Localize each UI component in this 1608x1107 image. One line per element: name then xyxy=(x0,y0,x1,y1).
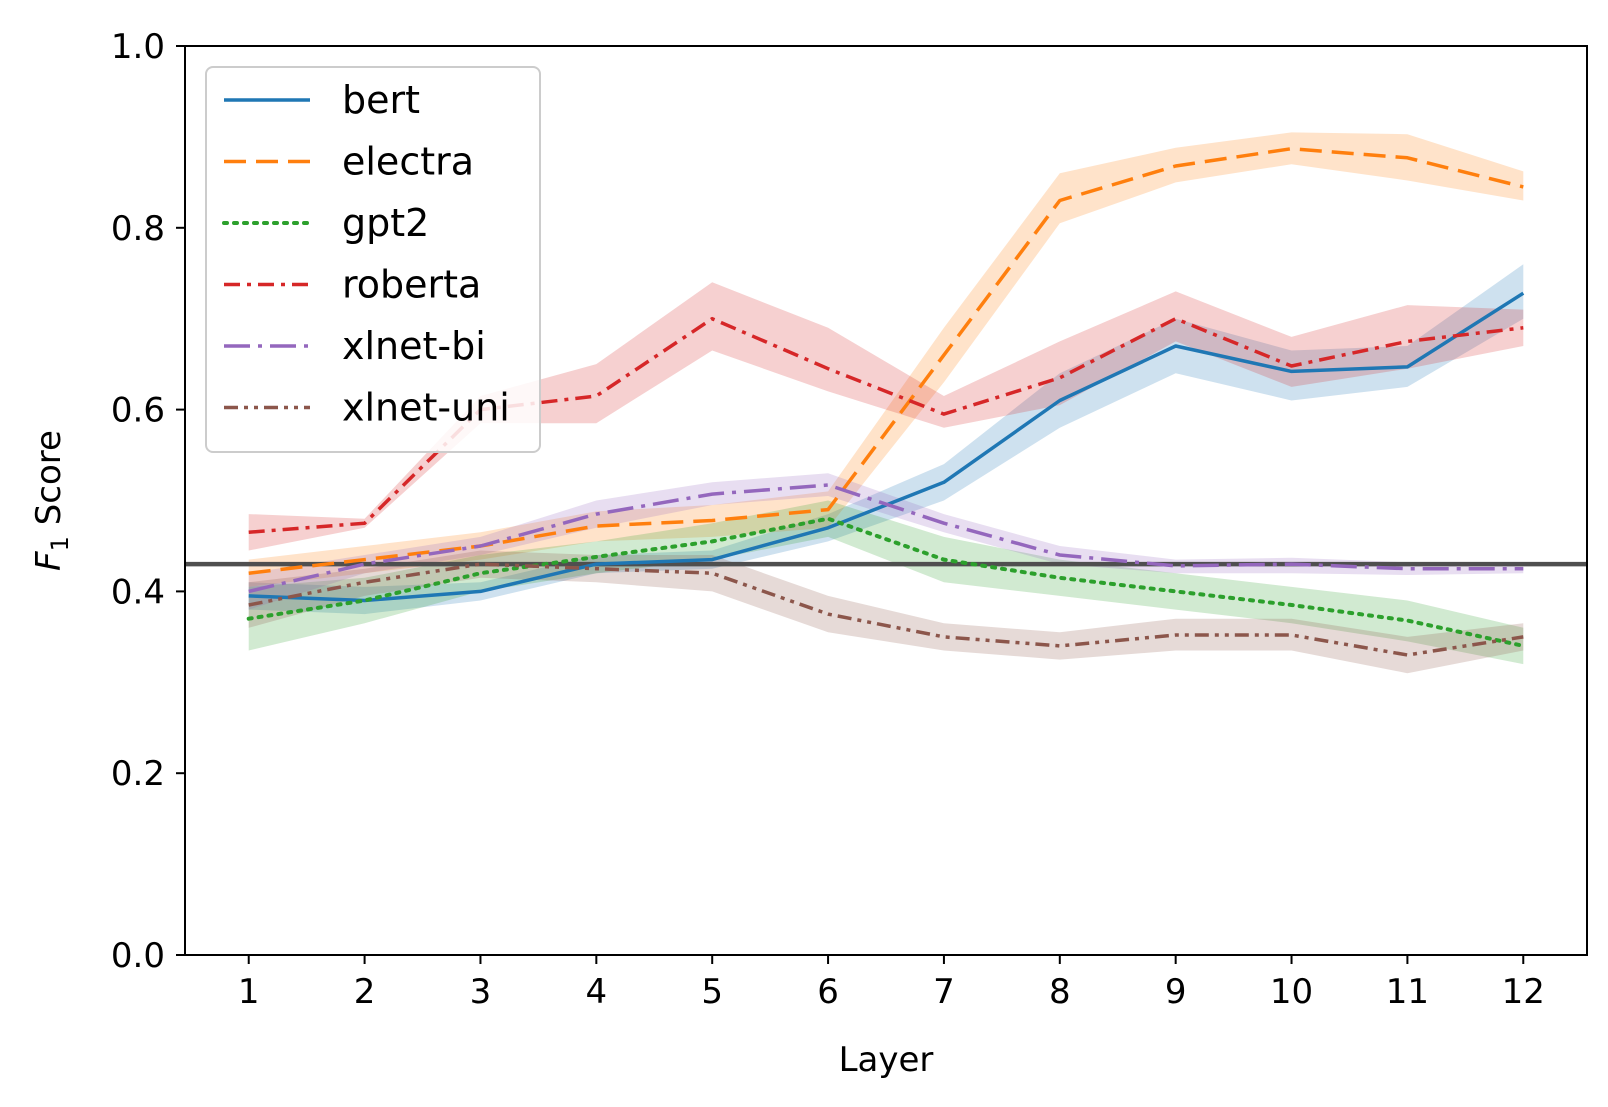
plot-frame xyxy=(184,45,1588,956)
series-line-gpt2 xyxy=(246,516,1526,648)
y-tick-label: 0.4 xyxy=(111,572,165,612)
y-axis-label: F1 Score xyxy=(29,430,74,571)
band-gpt2 xyxy=(248,500,1524,665)
x-tick-label: 1 xyxy=(238,972,260,1012)
legend-label-xlnet-bi: xlnet-bi xyxy=(342,324,486,368)
legend-label-gpt2: gpt2 xyxy=(342,201,429,245)
legend-label-bert: bert xyxy=(342,78,420,122)
x-axis-label: Layer xyxy=(839,1040,934,1080)
y-axis-label-prefix: F xyxy=(29,551,69,571)
legend-label-xlnet-uni: xlnet-uni xyxy=(342,386,510,430)
legend: bert electra gpt2 roberta xlnet-bi xlnet-uni xyxy=(205,66,541,453)
series-line-xlnet-bi xyxy=(248,483,1524,594)
x-tick-label: 5 xyxy=(701,972,723,1012)
axes: 1 2 3 4 5 6 7 8 9 10 11 120.00.20.40.60.81.0LayerF1… xyxy=(29,27,1588,1080)
y-tick-label: 0.2 xyxy=(111,754,165,794)
y-tick-label: 1.0 xyxy=(111,27,165,67)
x-tick-label: 6 xyxy=(817,972,839,1012)
x-tick-label: 4 xyxy=(586,972,608,1012)
band-xlnet-uni xyxy=(248,550,1524,674)
x-tick-label: 2 xyxy=(354,972,376,1012)
y-axis-label-subscript: 1 xyxy=(46,536,74,551)
x-tick-label: 9 xyxy=(1165,972,1187,1012)
y-axis-label-suffix: Score xyxy=(29,430,69,536)
x-tick-label: 12 xyxy=(1502,972,1545,1012)
band-roberta xyxy=(248,282,1524,551)
series-line-electra xyxy=(248,146,1524,575)
y-tick-label: 0.6 xyxy=(111,391,165,431)
x-tick-label: 7 xyxy=(933,972,955,1012)
y-tick-label: 0.0 xyxy=(111,936,165,976)
x-tick-label: 11 xyxy=(1386,972,1429,1012)
legend-label-electra: electra xyxy=(342,140,474,184)
band-electra xyxy=(248,132,1524,587)
x-tick-label: 10 xyxy=(1270,972,1313,1012)
legend-label-roberta: roberta xyxy=(342,263,481,307)
x-tick-label: 8 xyxy=(1049,972,1071,1012)
x-tick-label: 3 xyxy=(470,972,492,1012)
series-lines xyxy=(246,146,1526,657)
y-tick-label: 0.8 xyxy=(111,209,165,249)
series-line-xlnet-uni xyxy=(248,562,1524,657)
